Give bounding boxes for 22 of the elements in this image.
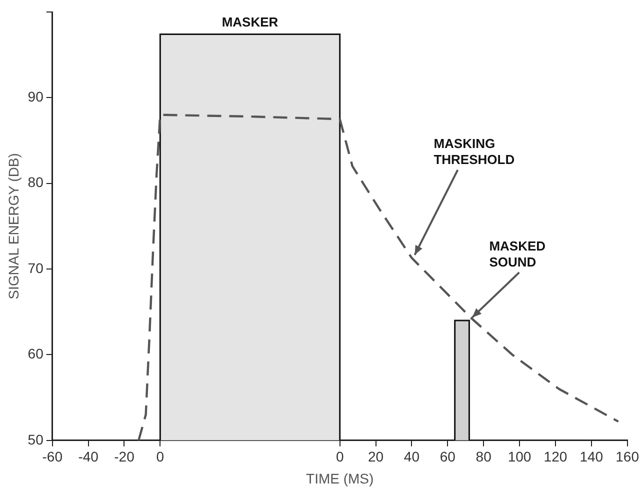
x-tick-label: -20 <box>114 448 135 465</box>
x-tick-label: -40 <box>78 448 99 465</box>
x2-tick-label: 60 <box>440 448 456 465</box>
annotation: MASKING THRESHOLD <box>434 136 515 167</box>
y-tick-label: 90 <box>28 88 44 105</box>
y-tick-label: 50 <box>28 431 44 448</box>
y-tick-label: 80 <box>28 174 44 190</box>
x2-tick-label: 40 <box>404 448 420 465</box>
x-axis-title: TIME (MS) <box>306 470 374 486</box>
y-tick-label: 70 <box>28 260 44 276</box>
annotation: MASKED SOUND <box>489 238 546 270</box>
annotation: MASKER <box>222 14 279 30</box>
x2-tick-label: 140 <box>580 448 604 465</box>
x-tick-label: 0 <box>156 448 164 465</box>
x2-tick-label: 80 <box>476 448 492 465</box>
x2-tick-label: 20 <box>368 448 384 465</box>
x2-tick-label: 100 <box>508 448 532 465</box>
y-tick-label: 60 <box>28 346 44 362</box>
y-axis-title: SIGNAL ENERGY (DB) <box>5 153 22 300</box>
x-tick-label: -60 <box>42 448 63 465</box>
x2-tick-label: 120 <box>544 448 568 465</box>
x2-tick-label: 160 <box>616 448 640 465</box>
